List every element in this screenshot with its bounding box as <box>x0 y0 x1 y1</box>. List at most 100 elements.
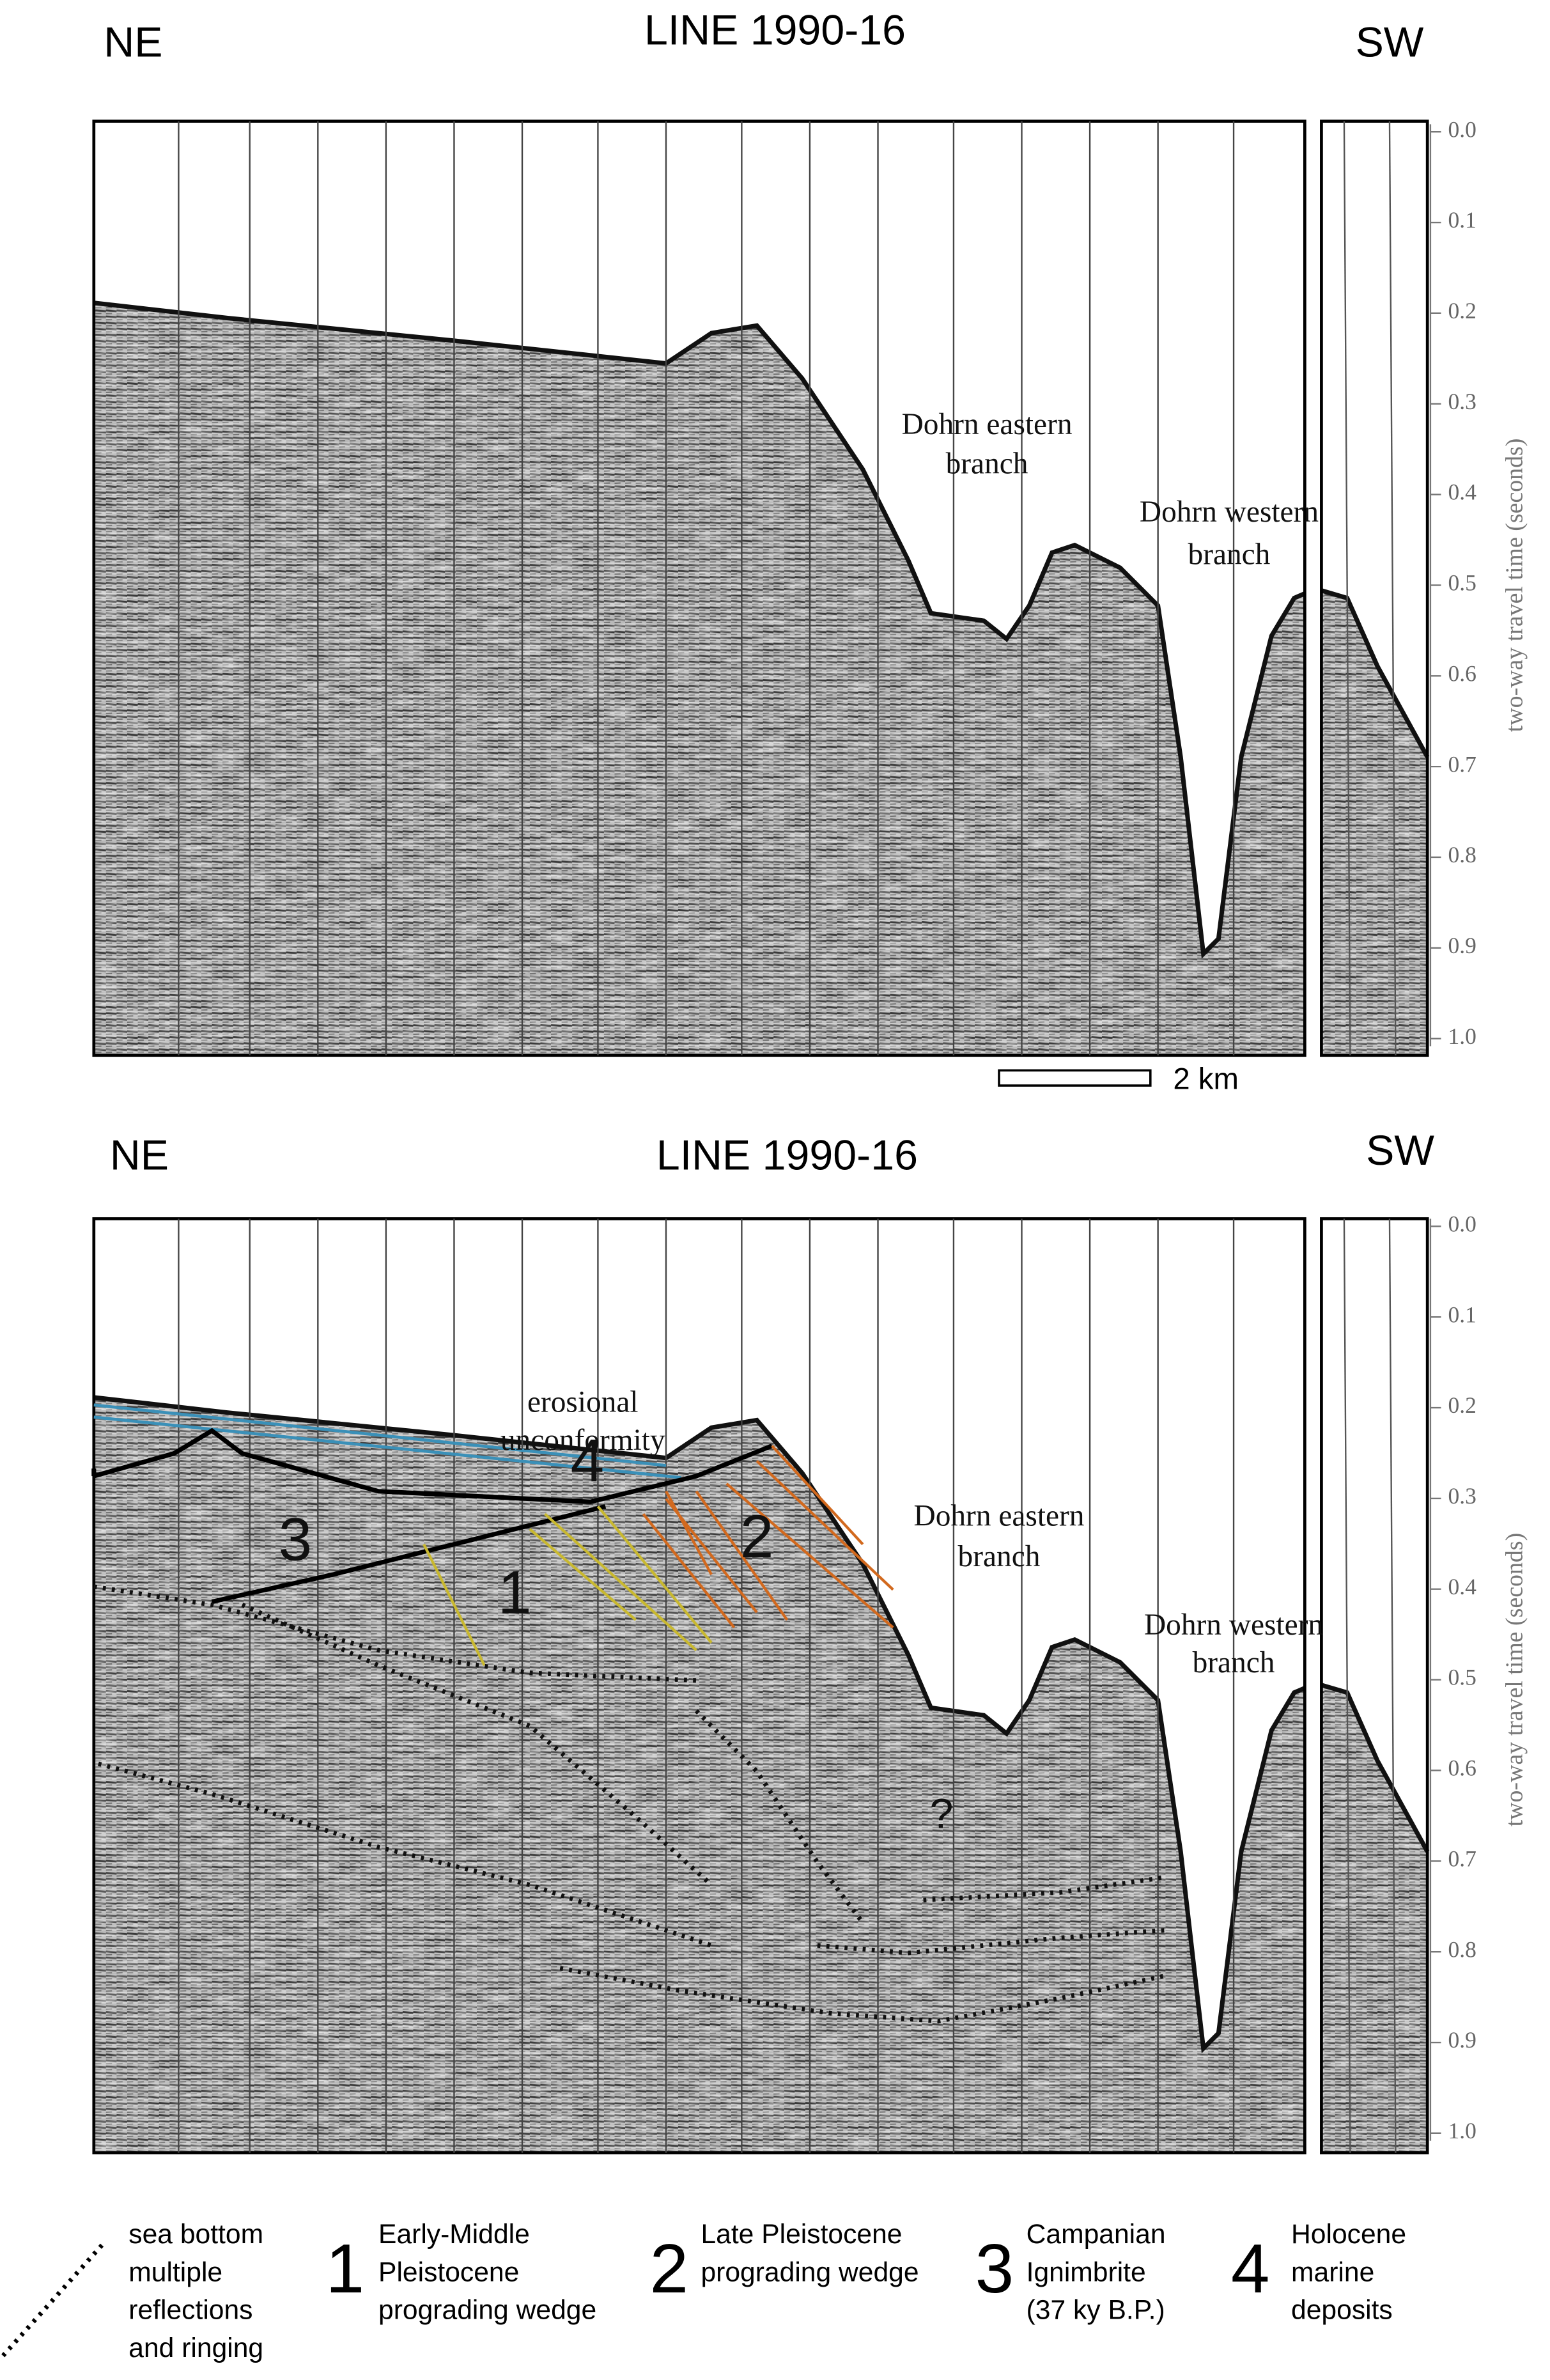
interpretation-line <box>817 1927 1166 1956</box>
legend-text: Early-Middle <box>378 2219 530 2250</box>
tick-label: 0.6 <box>1448 660 1476 686</box>
title: LINE 1990-16 <box>644 7 906 54</box>
legend-number: 3 <box>975 2230 1014 2308</box>
annotation: branch <box>1188 538 1271 571</box>
section-border <box>92 120 1306 1057</box>
legend-text: deposits <box>1291 2295 1393 2326</box>
tick-label: 0.0 <box>1448 1211 1476 1236</box>
section-border <box>1320 120 1429 1057</box>
annotation: 2 <box>740 1503 774 1571</box>
tick-label: 0.3 <box>1448 1483 1476 1509</box>
interpretation-line <box>93 1427 773 1504</box>
scale-bar <box>998 1069 1152 1087</box>
tick-label: 0.9 <box>1448 933 1476 958</box>
interpretation-line <box>529 1528 637 1621</box>
legend-text: reflections <box>128 2295 252 2326</box>
legend-number: 4 <box>1231 2230 1270 2308</box>
annotation: branch <box>946 447 1028 480</box>
annotation: Dohrn western <box>1140 495 1319 529</box>
interpretation-line <box>559 1966 1166 2024</box>
title: LINE 1990-16 <box>656 1132 918 1179</box>
legend-text: prograding wedge <box>701 2257 918 2287</box>
legend-text: Ignimbrite <box>1027 2257 1146 2287</box>
interpretation-line <box>665 1490 713 1576</box>
seismic-noise <box>93 302 1305 1055</box>
tick-label: 0.5 <box>1448 1665 1476 1690</box>
legend-number: 2 <box>649 2230 688 2308</box>
annotation: 4 <box>571 1427 605 1495</box>
right-label: SW <box>1366 1127 1434 1174</box>
interpretation-line <box>771 1445 864 1546</box>
sea-floor <box>1321 588 1430 758</box>
annotation: erosional <box>527 1386 639 1419</box>
annotation: branch <box>958 1540 1041 1573</box>
tick-label: 0.8 <box>1448 1936 1476 1962</box>
interpretation-line <box>695 1490 789 1621</box>
interpretation-line <box>93 1403 667 1467</box>
interpretation-line <box>923 1875 1166 1902</box>
seismic-noise <box>93 1397 1305 2153</box>
legend-text: Pleistocene <box>378 2257 519 2287</box>
interpretation-line <box>93 1584 697 1683</box>
tick-label: 0.1 <box>1448 1302 1476 1327</box>
legend-text: Holocene <box>1291 2219 1406 2250</box>
tick-label: 0.9 <box>1448 2027 1476 2053</box>
legend: sea bottom multiple reflections and ringing… <box>1 2219 1406 2363</box>
interpretation-line <box>725 1482 894 1629</box>
interpretation-line <box>544 1513 697 1652</box>
seismic-panel: NE LINE 1990-16 SW 0.0 0.1 0.2 0.3 0.4 0.5 0.6 0.7… <box>92 7 1528 1096</box>
axis-label: two-way travel time (seconds) <box>1501 1533 1528 1827</box>
trace-line <box>1343 1218 1351 2153</box>
annotation: Dohrn eastern <box>902 408 1073 441</box>
sea-floor <box>93 300 1306 959</box>
annotation: 3 <box>278 1506 312 1574</box>
tick-label: 1.0 <box>1448 2118 1476 2143</box>
legend-text: and ringing <box>128 2333 263 2363</box>
tick-label: 0.7 <box>1448 751 1476 777</box>
tick-label: 1.0 <box>1448 1023 1476 1049</box>
tick-label: 0.4 <box>1448 479 1476 505</box>
scale-label: 2 km <box>1173 1062 1239 1096</box>
legend-text: sea bottom <box>128 2219 263 2250</box>
interpretation-line <box>211 1504 607 1605</box>
tick-label: 0.5 <box>1448 570 1476 596</box>
right-label: SW <box>1356 19 1424 66</box>
section-border <box>92 1217 1306 2155</box>
left-label: NE <box>104 19 162 66</box>
annotation: unconformity <box>500 1424 665 1457</box>
interpretation-line <box>422 1543 486 1667</box>
tick-label: 0.7 <box>1448 1846 1476 1871</box>
interpretation-line <box>642 1513 736 1629</box>
tick-label: 0.6 <box>1448 1755 1476 1781</box>
legend-text: Late Pleistocene <box>701 2219 902 2250</box>
annotation: Dohrn western <box>1144 1608 1323 1642</box>
annotation: Dohrn eastern <box>914 1499 1085 1532</box>
annotation: branch <box>1193 1646 1275 1679</box>
legend-dotted-symbol <box>1 2239 108 2358</box>
trace-line <box>1343 121 1351 1055</box>
tick-label: 0.3 <box>1448 389 1476 414</box>
legend-text: prograding wedge <box>378 2295 596 2326</box>
legend-text: marine <box>1291 2257 1374 2287</box>
seismic-panel: NE LINE 1990-16 SW 0.0 0.1 0.2 0.3 0.4 0.5 0.6 0.7… <box>91 1127 1528 2155</box>
tick-label: 0.2 <box>1448 298 1476 323</box>
tick-label: 0.0 <box>1448 116 1476 142</box>
legend-text: Campanian <box>1027 2219 1166 2250</box>
axis-label: two-way travel time (seconds) <box>1501 439 1528 733</box>
sea-floor <box>1321 1683 1430 1853</box>
sea-floor <box>93 1395 1306 2053</box>
trace-line <box>1388 1218 1397 2153</box>
left-label: NE <box>110 1132 169 1179</box>
annotation: 1 <box>498 1559 532 1627</box>
legend-text: multiple <box>128 2257 222 2287</box>
tick-label: 0.2 <box>1448 1392 1476 1418</box>
legend-text: (37 ky B.P.) <box>1027 2295 1165 2326</box>
section-border <box>1320 1217 1429 2155</box>
legend-number: 1 <box>326 2230 365 2308</box>
interpretation-line <box>93 1415 681 1479</box>
interpretation-line <box>98 1761 713 1948</box>
tick-label: 0.4 <box>1448 1574 1476 1599</box>
trace-line <box>1388 121 1397 1055</box>
